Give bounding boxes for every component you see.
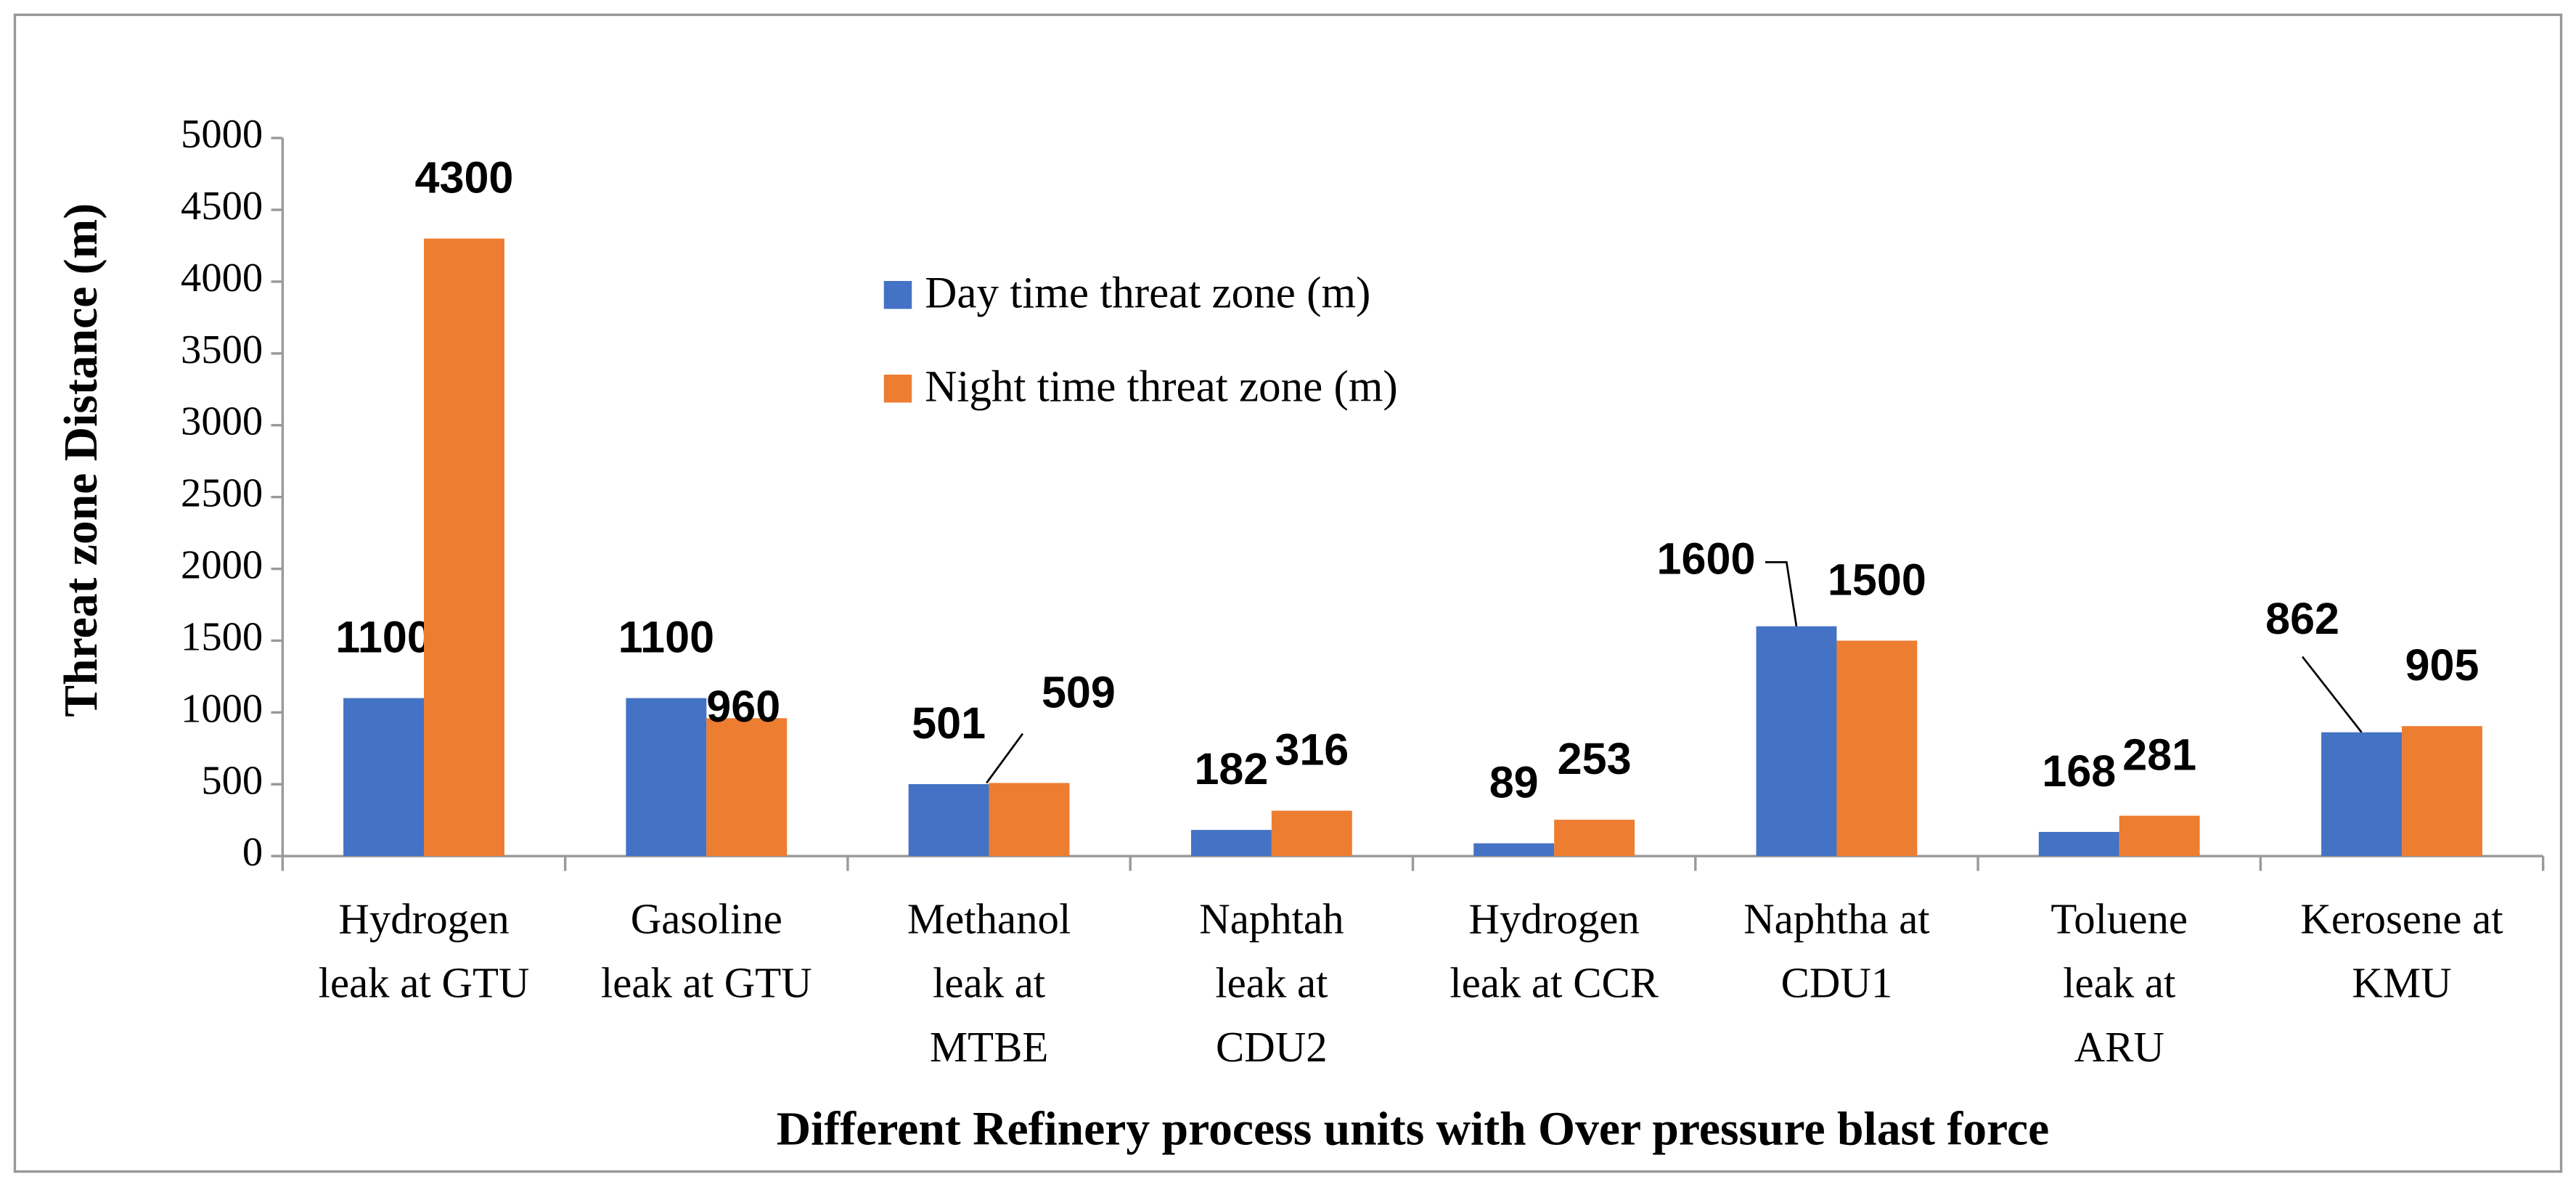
x-tick-label: Naphtah (1199, 895, 1344, 942)
x-tick-label: leak at (1215, 960, 1328, 1007)
x-tick-label: CDU2 (1216, 1024, 1328, 1071)
bar (2119, 815, 2200, 857)
data-label: 1600 (1657, 534, 1756, 584)
x-tick-label: leak at (933, 960, 1045, 1007)
y-tick-label: 2500 (181, 471, 263, 516)
bar (706, 718, 788, 857)
y-tick-label: 500 (201, 758, 263, 803)
bar (1271, 810, 1352, 857)
x-tick-label: Gasoline (631, 895, 782, 942)
data-label: 89 (1489, 757, 1539, 807)
y-tick-label: 5000 (181, 112, 263, 157)
x-tick-label: leak at (2063, 960, 2175, 1007)
x-tick-label: Hydrogen (1469, 895, 1640, 942)
data-label: 509 (1042, 668, 1116, 717)
data-label: 960 (706, 682, 780, 731)
y-tick-label: 4000 (181, 256, 263, 301)
y-tick-label: 1000 (181, 686, 263, 731)
x-tick-label: leak at CCR (1449, 960, 1659, 1007)
bar (989, 783, 1070, 857)
legend-swatch (883, 375, 912, 403)
legend-label: Day time threat zone (m) (925, 269, 1370, 318)
bar (2321, 732, 2403, 857)
data-label: 281 (2122, 730, 2196, 780)
y-tick-label: 3500 (181, 327, 263, 372)
leader-line (2302, 656, 2363, 733)
data-label: 1100 (618, 613, 715, 662)
data-label: 182 (1194, 744, 1268, 794)
x-axis-title: Different Refinery process units with Ov… (777, 1104, 2049, 1156)
data-label: 1500 (1828, 555, 1926, 604)
data-label: 501 (912, 698, 986, 748)
data-label: 316 (1275, 725, 1349, 775)
bar (1554, 820, 1635, 857)
leader-line (986, 733, 1024, 784)
x-tick-label: Methanol (907, 895, 1071, 942)
x-tick-label: leak at GTU (601, 960, 812, 1007)
x-tick-label: MTBE (930, 1024, 1048, 1071)
x-tick-label: Naphtha at (1743, 895, 1929, 942)
bar (908, 784, 989, 857)
y-tick-label: 2000 (181, 543, 263, 588)
bar (2038, 831, 2119, 857)
bar (1756, 626, 1837, 857)
bar (626, 698, 707, 857)
y-tick-label: 4500 (181, 184, 263, 229)
leader-line (1765, 561, 1798, 627)
x-tick-label: KMU (2352, 960, 2451, 1007)
bar (343, 698, 425, 857)
data-label: 168 (2042, 746, 2116, 796)
legend-swatch (883, 281, 912, 309)
data-label: 253 (1558, 734, 1632, 783)
x-tick-label: Kerosene at (2300, 895, 2503, 942)
legend-label: Night time threat zone (m) (925, 363, 1397, 412)
y-axis-title: Threat zone Distance (m) (55, 203, 107, 717)
x-tick-label: Toluene (2050, 895, 2188, 942)
data-label: 862 (2265, 594, 2339, 643)
x-tick-label: Hydrogen (338, 895, 509, 942)
data-label: 1100 (335, 613, 432, 662)
bar (2402, 726, 2482, 857)
y-tick-label: 3000 (181, 399, 263, 444)
bar (1473, 843, 1555, 857)
y-tick-label: 0 (242, 830, 263, 875)
x-tick-label: ARU (2074, 1024, 2164, 1071)
data-label: 905 (2405, 640, 2479, 690)
x-tick-label: leak at GTU (319, 960, 530, 1007)
bar (1836, 640, 1918, 857)
bar (424, 238, 504, 857)
data-label: 4300 (414, 153, 513, 203)
x-tick-label: CDU1 (1781, 960, 1893, 1007)
bar (1190, 830, 1272, 857)
y-tick-label: 1500 (181, 614, 263, 659)
